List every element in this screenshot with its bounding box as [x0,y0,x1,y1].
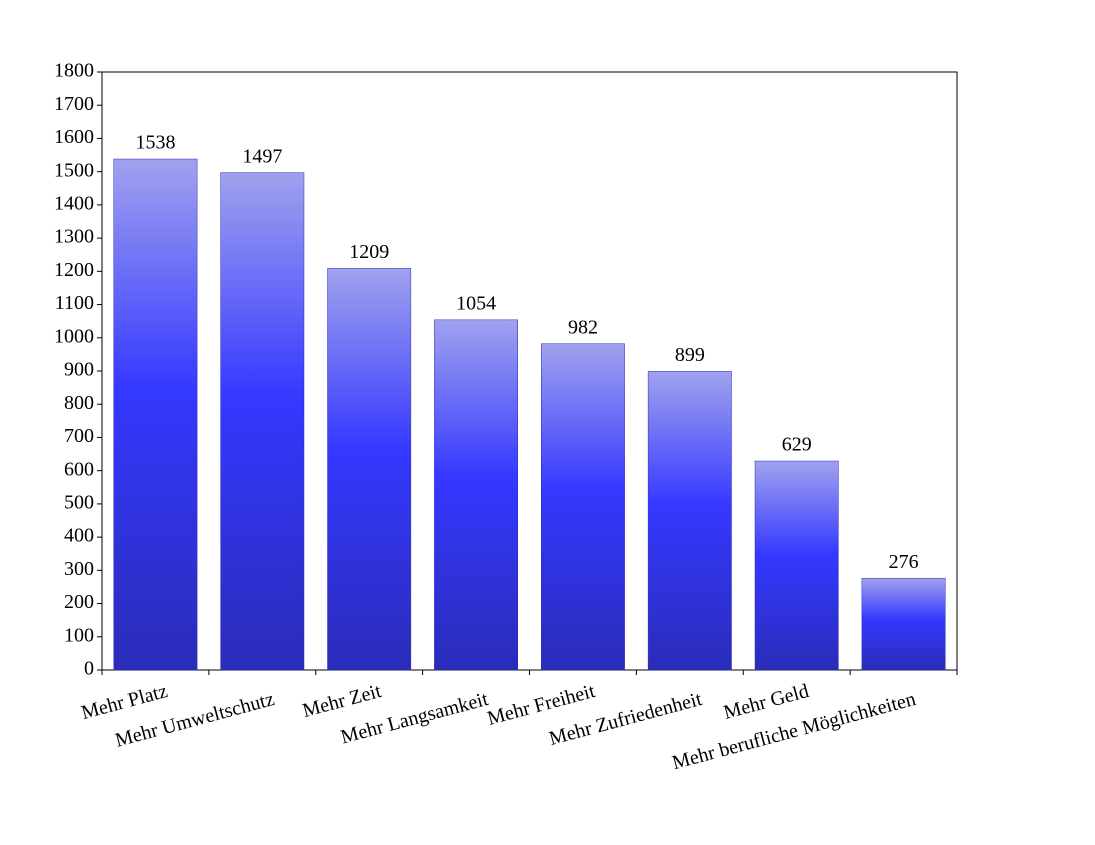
bar [220,172,305,671]
y-tick-label: 900 [64,359,94,381]
y-tick-label: 1500 [54,159,94,181]
y-tick-label: 1800 [54,60,94,82]
bar [647,371,732,671]
value-label: 629 [782,434,812,456]
y-tick-label: 1100 [55,292,94,314]
y-tick-label: 200 [64,591,94,613]
y-tick-label: 800 [64,392,94,414]
y-tick-label: 600 [64,458,94,480]
bar [861,578,946,671]
y-tick-label: 1000 [54,325,94,347]
y-tick-label: 100 [64,624,94,646]
x-tick-label: Mehr Zeit [300,680,384,722]
y-tick-label: 1700 [54,93,94,115]
y-tick-label: 300 [64,558,94,580]
bar [113,158,198,671]
value-label: 1497 [242,145,282,167]
value-label: 276 [889,551,919,573]
x-tick-label: Mehr Platz [79,680,170,724]
y-tick-label: 400 [64,525,94,547]
x-tick-label: Mehr Geld [721,680,811,724]
bar [327,268,412,671]
y-tick-label: 500 [64,491,94,513]
y-tick-label: 0 [84,658,94,680]
value-label: 899 [675,344,705,366]
value-label: 1209 [349,241,389,263]
y-tick-label: 1300 [54,226,94,248]
bar [541,343,625,671]
value-label: 1054 [456,292,496,314]
y-tick-label: 1400 [54,192,94,214]
y-tick-label: 1600 [54,126,94,148]
y-tick-label: 1200 [54,259,94,281]
bar [434,319,518,671]
y-tick-label: 700 [64,425,94,447]
value-label: 982 [568,316,598,338]
value-label: 1538 [135,132,175,154]
bar [754,460,839,671]
